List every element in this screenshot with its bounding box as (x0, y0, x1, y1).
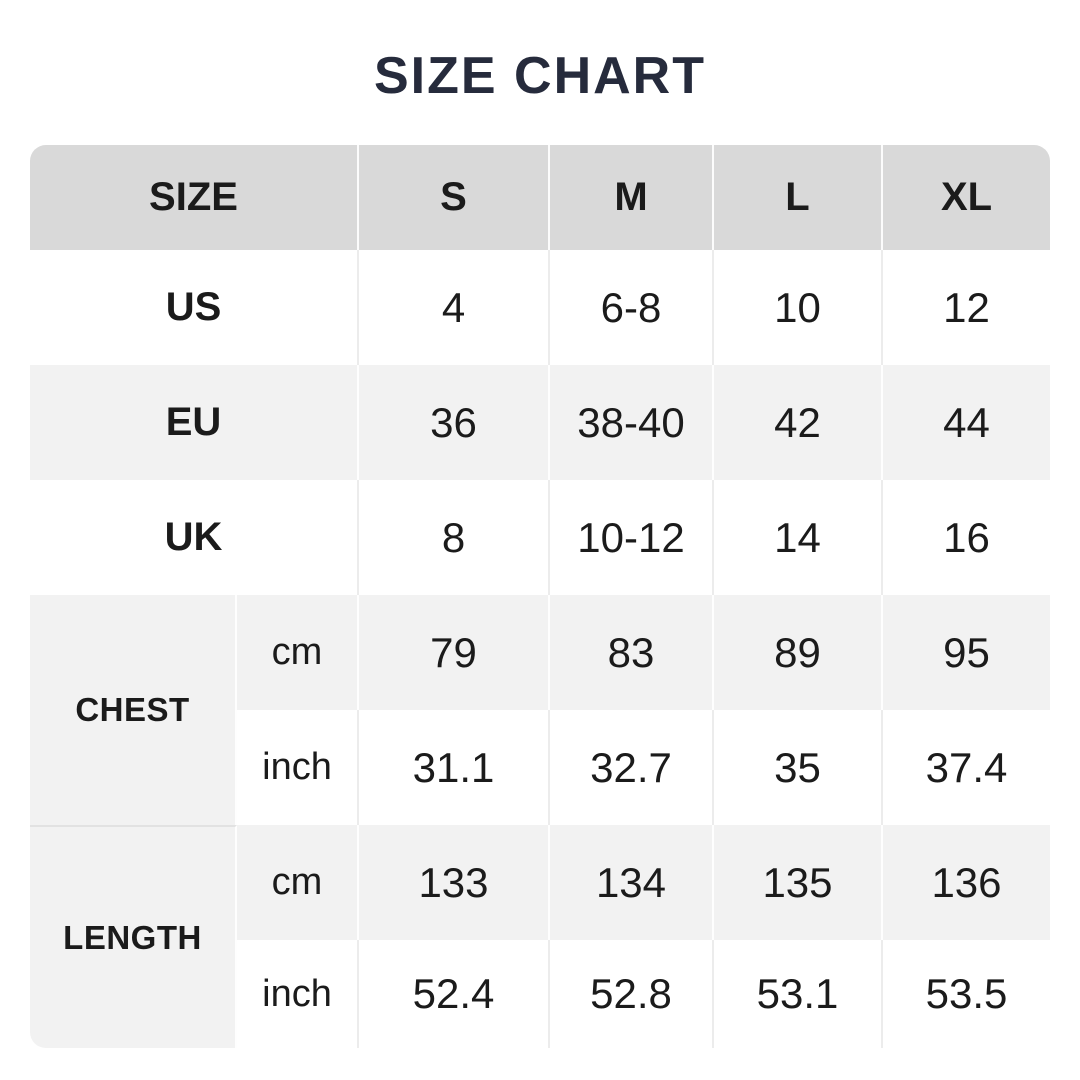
table-cell: 53.5 (925, 970, 1008, 1017)
table-cell: 52.4 (359, 940, 550, 1048)
table-cell: 10 (714, 250, 883, 365)
table-cell: 8 (359, 480, 550, 595)
table-cell: 4 (359, 250, 550, 365)
table-cell: 79 (359, 595, 550, 710)
row-label-uk: UK (30, 480, 359, 595)
table-cell: 36 (359, 365, 550, 480)
table-cell: 52.8 (550, 940, 714, 1048)
column-header-xl: XL (883, 145, 1050, 250)
size-chart-table: SIZE S M L XL US 4 6-8 10 12 EU 36 38-40… (30, 145, 1050, 1048)
table-cell: 95 (883, 595, 1050, 710)
page-title: SIZE CHART (374, 47, 706, 105)
column-header-m: M (550, 145, 714, 250)
table-cell: 53.1 (714, 940, 883, 1048)
table-cell: 136 (883, 825, 1050, 940)
table-cell: 12 (943, 283, 990, 331)
table-cell: 16 (943, 513, 990, 561)
column-header-s: S (359, 145, 550, 250)
table-cell: 135 (714, 825, 883, 940)
table-cell: 37.4 (925, 743, 1008, 791)
table-cell: 35 (714, 710, 883, 825)
table-cell: 134 (550, 825, 714, 940)
column-header-size: SIZE (30, 145, 359, 250)
table-cell: 83 (550, 595, 714, 710)
table-cell: 44 (883, 365, 1050, 480)
table-cell: 14 (714, 480, 883, 595)
row-label-length: LENGTH (30, 825, 237, 1048)
table-cell: 6-8 (550, 250, 714, 365)
table-cell: 31.1 (359, 710, 550, 825)
table-cell: 42 (714, 365, 883, 480)
unit-cell-length-cm: cm (237, 825, 359, 940)
table-cell: 38-40 (550, 365, 714, 480)
table-cell: 32.7 (550, 710, 714, 825)
table-cell: 89 (714, 595, 883, 710)
table-cell: 133 (359, 825, 550, 940)
table-cell: 10-12 (550, 480, 714, 595)
unit-cell-length-inch: inch (237, 940, 359, 1048)
column-header-l: L (714, 145, 883, 250)
unit-cell-chest-cm: cm (237, 595, 359, 710)
row-label-chest: CHEST (30, 595, 237, 825)
row-label-eu: EU (30, 365, 359, 480)
row-label-us: US (30, 250, 359, 365)
unit-cell-chest-inch: inch (237, 710, 359, 825)
